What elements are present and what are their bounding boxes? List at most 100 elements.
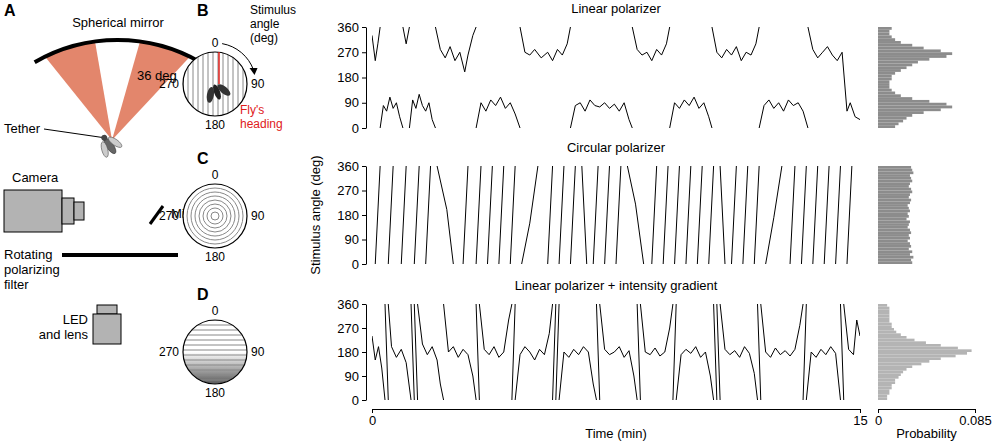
histogram-bar (878, 384, 892, 387)
histogram-bar (878, 341, 926, 344)
histogram-bar (878, 182, 910, 185)
axis: 090180270360 (337, 297, 366, 408)
tick-mark (362, 27, 366, 28)
histogram-bar (878, 323, 892, 326)
tick-label: 270 (337, 321, 359, 336)
angle-label: 90 (251, 345, 265, 359)
tether-line (44, 129, 106, 138)
histogram-bar (878, 371, 903, 374)
histogram-bar (878, 117, 907, 120)
histogram-bar (878, 52, 952, 55)
histogram-bar (878, 125, 895, 128)
histogram-bar (878, 381, 895, 384)
camera-icon (4, 190, 84, 232)
tick: 90 (345, 232, 366, 247)
histogram-bar (878, 97, 912, 100)
plot-area (878, 304, 972, 400)
histogram-bar (878, 261, 912, 264)
tick-mark (362, 352, 366, 353)
tick-label: 180 (337, 208, 359, 223)
histogram-bar (878, 218, 907, 221)
stripe (183, 365, 247, 366)
histogram-bar (878, 234, 909, 237)
tick-mark (362, 240, 366, 241)
label: heading (240, 117, 283, 131)
histogram-bar (878, 355, 956, 358)
histogram-bar (878, 389, 889, 392)
stripe (183, 380, 247, 381)
tick: 0.085 (959, 409, 992, 428)
histogram-bar (878, 185, 909, 188)
stripe (195, 196, 235, 236)
stripe (208, 52, 209, 116)
histogram-bar (878, 63, 912, 66)
histogram-bar (878, 177, 911, 180)
label: Fly's (240, 103, 264, 117)
heading-trace (372, 304, 860, 400)
histogram-bar (878, 58, 929, 61)
stripe (233, 52, 234, 116)
tick-label: 360 (337, 297, 359, 312)
histogram-bar (878, 169, 912, 172)
heading-trace (375, 166, 852, 264)
tick: 270 (337, 45, 366, 60)
histogram-bar (878, 66, 907, 69)
histogram-bar (878, 35, 892, 38)
angle-arrow (222, 44, 253, 70)
angle-label: 0 (212, 36, 219, 50)
histogram-bar (878, 196, 909, 199)
angle-label: 0 (212, 168, 219, 182)
stripe (203, 52, 204, 116)
tick: 0 (352, 393, 366, 408)
axis-line (366, 28, 367, 129)
panel-letter: B (197, 2, 209, 19)
histogram-bar (878, 215, 909, 218)
tick-mark (362, 103, 366, 104)
tick: 360 (337, 297, 366, 312)
tick-mark (362, 78, 366, 79)
histogram-bar (878, 328, 894, 331)
histogram-bar (878, 204, 908, 207)
histogram-bar (878, 108, 941, 111)
histogram-bar (878, 226, 908, 229)
histogram-bar (878, 339, 915, 342)
histogram-bar (878, 166, 911, 169)
histogram-bar (878, 75, 892, 78)
stripe (183, 360, 247, 361)
histogram-bar (878, 347, 958, 350)
histogram-bar (878, 83, 889, 86)
stripe (183, 335, 247, 336)
histogram-bar (878, 38, 895, 41)
label: Tether (4, 121, 41, 136)
stripe (198, 52, 199, 116)
tick-label: 0.085 (959, 413, 992, 428)
histogram-bar (878, 27, 892, 30)
angle-label: 90 (251, 209, 265, 223)
stimulus-disc (183, 184, 247, 248)
light-wedge (112, 42, 190, 140)
figure: ASpherical mirror36 degTetherCameraMirro… (0, 0, 1006, 444)
axis-title: Time (min) (585, 426, 647, 441)
tick: 0 (875, 409, 882, 428)
histogram-bar (878, 317, 889, 320)
fly-icon (93, 129, 125, 161)
angle-label: 180 (205, 250, 225, 264)
histogram-bar (878, 191, 912, 194)
tick: 360 (337, 159, 366, 174)
tick-label: 15 (853, 413, 867, 428)
histogram-bar (878, 220, 910, 223)
histogram-bar (878, 368, 907, 371)
stimulus-outline (183, 52, 247, 116)
histogram-bar (878, 376, 899, 379)
tick-label: 0 (352, 257, 359, 272)
stripe (203, 204, 227, 228)
stimulus-outline (183, 320, 247, 384)
histogram-bar (878, 237, 910, 240)
panel-letter: A (4, 2, 16, 19)
axis-title: Probability (896, 426, 957, 441)
axis: 090180270360 (337, 159, 366, 272)
histogram-bar (878, 72, 895, 75)
histogram-bar (878, 229, 910, 232)
stripe (191, 192, 239, 240)
histogram-bar (878, 44, 912, 47)
